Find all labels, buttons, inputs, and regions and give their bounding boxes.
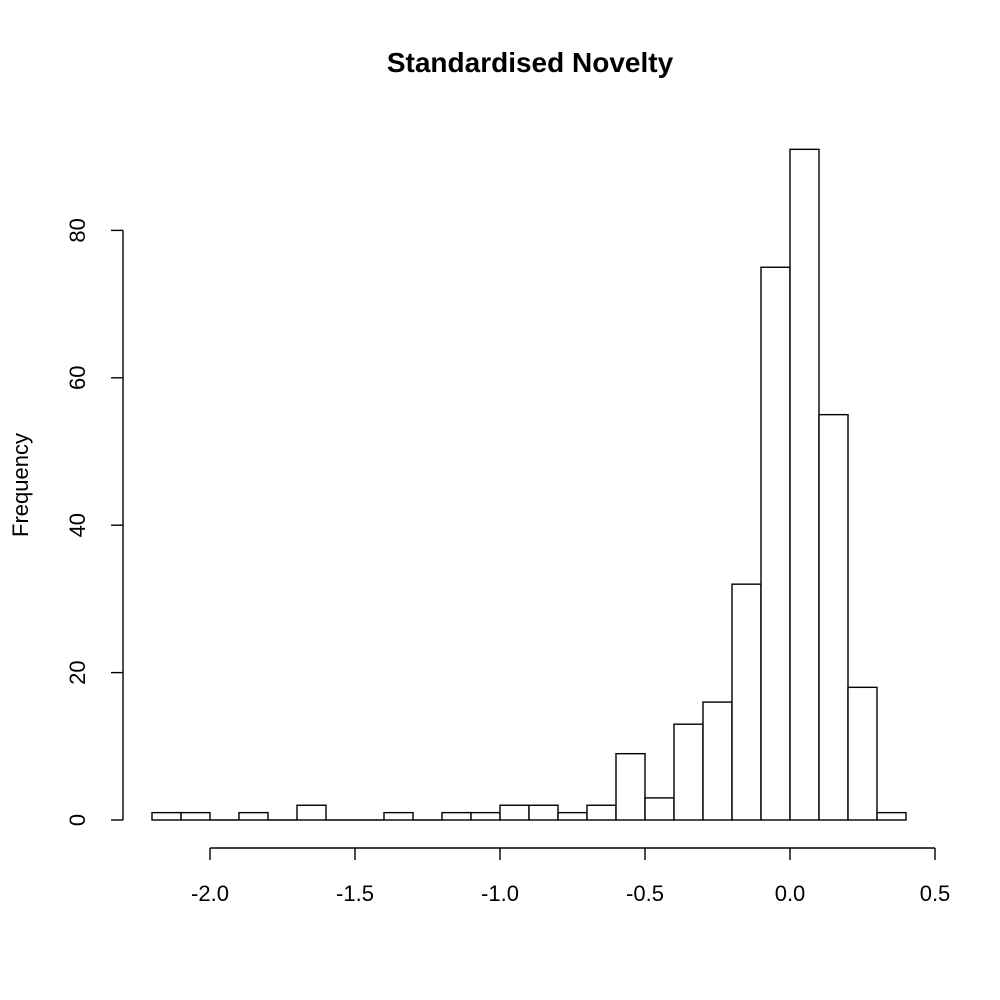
y-tick-label: 0: [65, 814, 90, 826]
histogram-bar: [180, 811, 211, 821]
histogram-bar: [876, 811, 907, 821]
y-axis: 0 20 40 60 80: [65, 218, 124, 826]
x-tick-label: 0.0: [775, 881, 806, 906]
histogram-bar: [760, 266, 791, 821]
histogram-bar: [528, 804, 559, 821]
y-axis-label: Frequency: [8, 433, 33, 537]
histogram-bar: [818, 413, 849, 821]
histogram-bar: [586, 804, 617, 821]
y-tick-label: 80: [65, 218, 90, 242]
y-tick-label: 60: [65, 366, 90, 390]
histogram-bar: [731, 583, 762, 821]
histogram-bar: [847, 686, 878, 821]
histogram-bar: [499, 804, 530, 821]
histogram-bar: [470, 811, 501, 821]
x-tick-label: -1.0: [481, 881, 519, 906]
x-tick-label: -1.5: [336, 881, 374, 906]
histogram-bar: [296, 804, 327, 821]
y-tick-label: 20: [65, 660, 90, 684]
x-tick-label: -0.5: [626, 881, 664, 906]
chart-title: Standardised Novelty: [387, 47, 674, 78]
x-tick-label: -2.0: [191, 881, 229, 906]
histogram-bar: [441, 811, 472, 821]
histogram-bar: [673, 723, 704, 821]
histogram-bar: [151, 811, 182, 821]
histogram-bar: [238, 811, 269, 821]
histogram-bar: [383, 811, 414, 821]
histogram-bar: [557, 811, 588, 821]
y-tick-label: 40: [65, 513, 90, 537]
histogram-bar: [702, 701, 733, 821]
x-tick-label: 0.5: [920, 881, 951, 906]
histogram-bar: [615, 752, 646, 821]
histogram-bar: [644, 797, 675, 821]
histogram-bar: [789, 148, 820, 821]
bars-group: [151, 148, 907, 821]
x-axis: -2.0 -1.5 -1.0 -0.5 0.0 0.5: [191, 847, 951, 906]
